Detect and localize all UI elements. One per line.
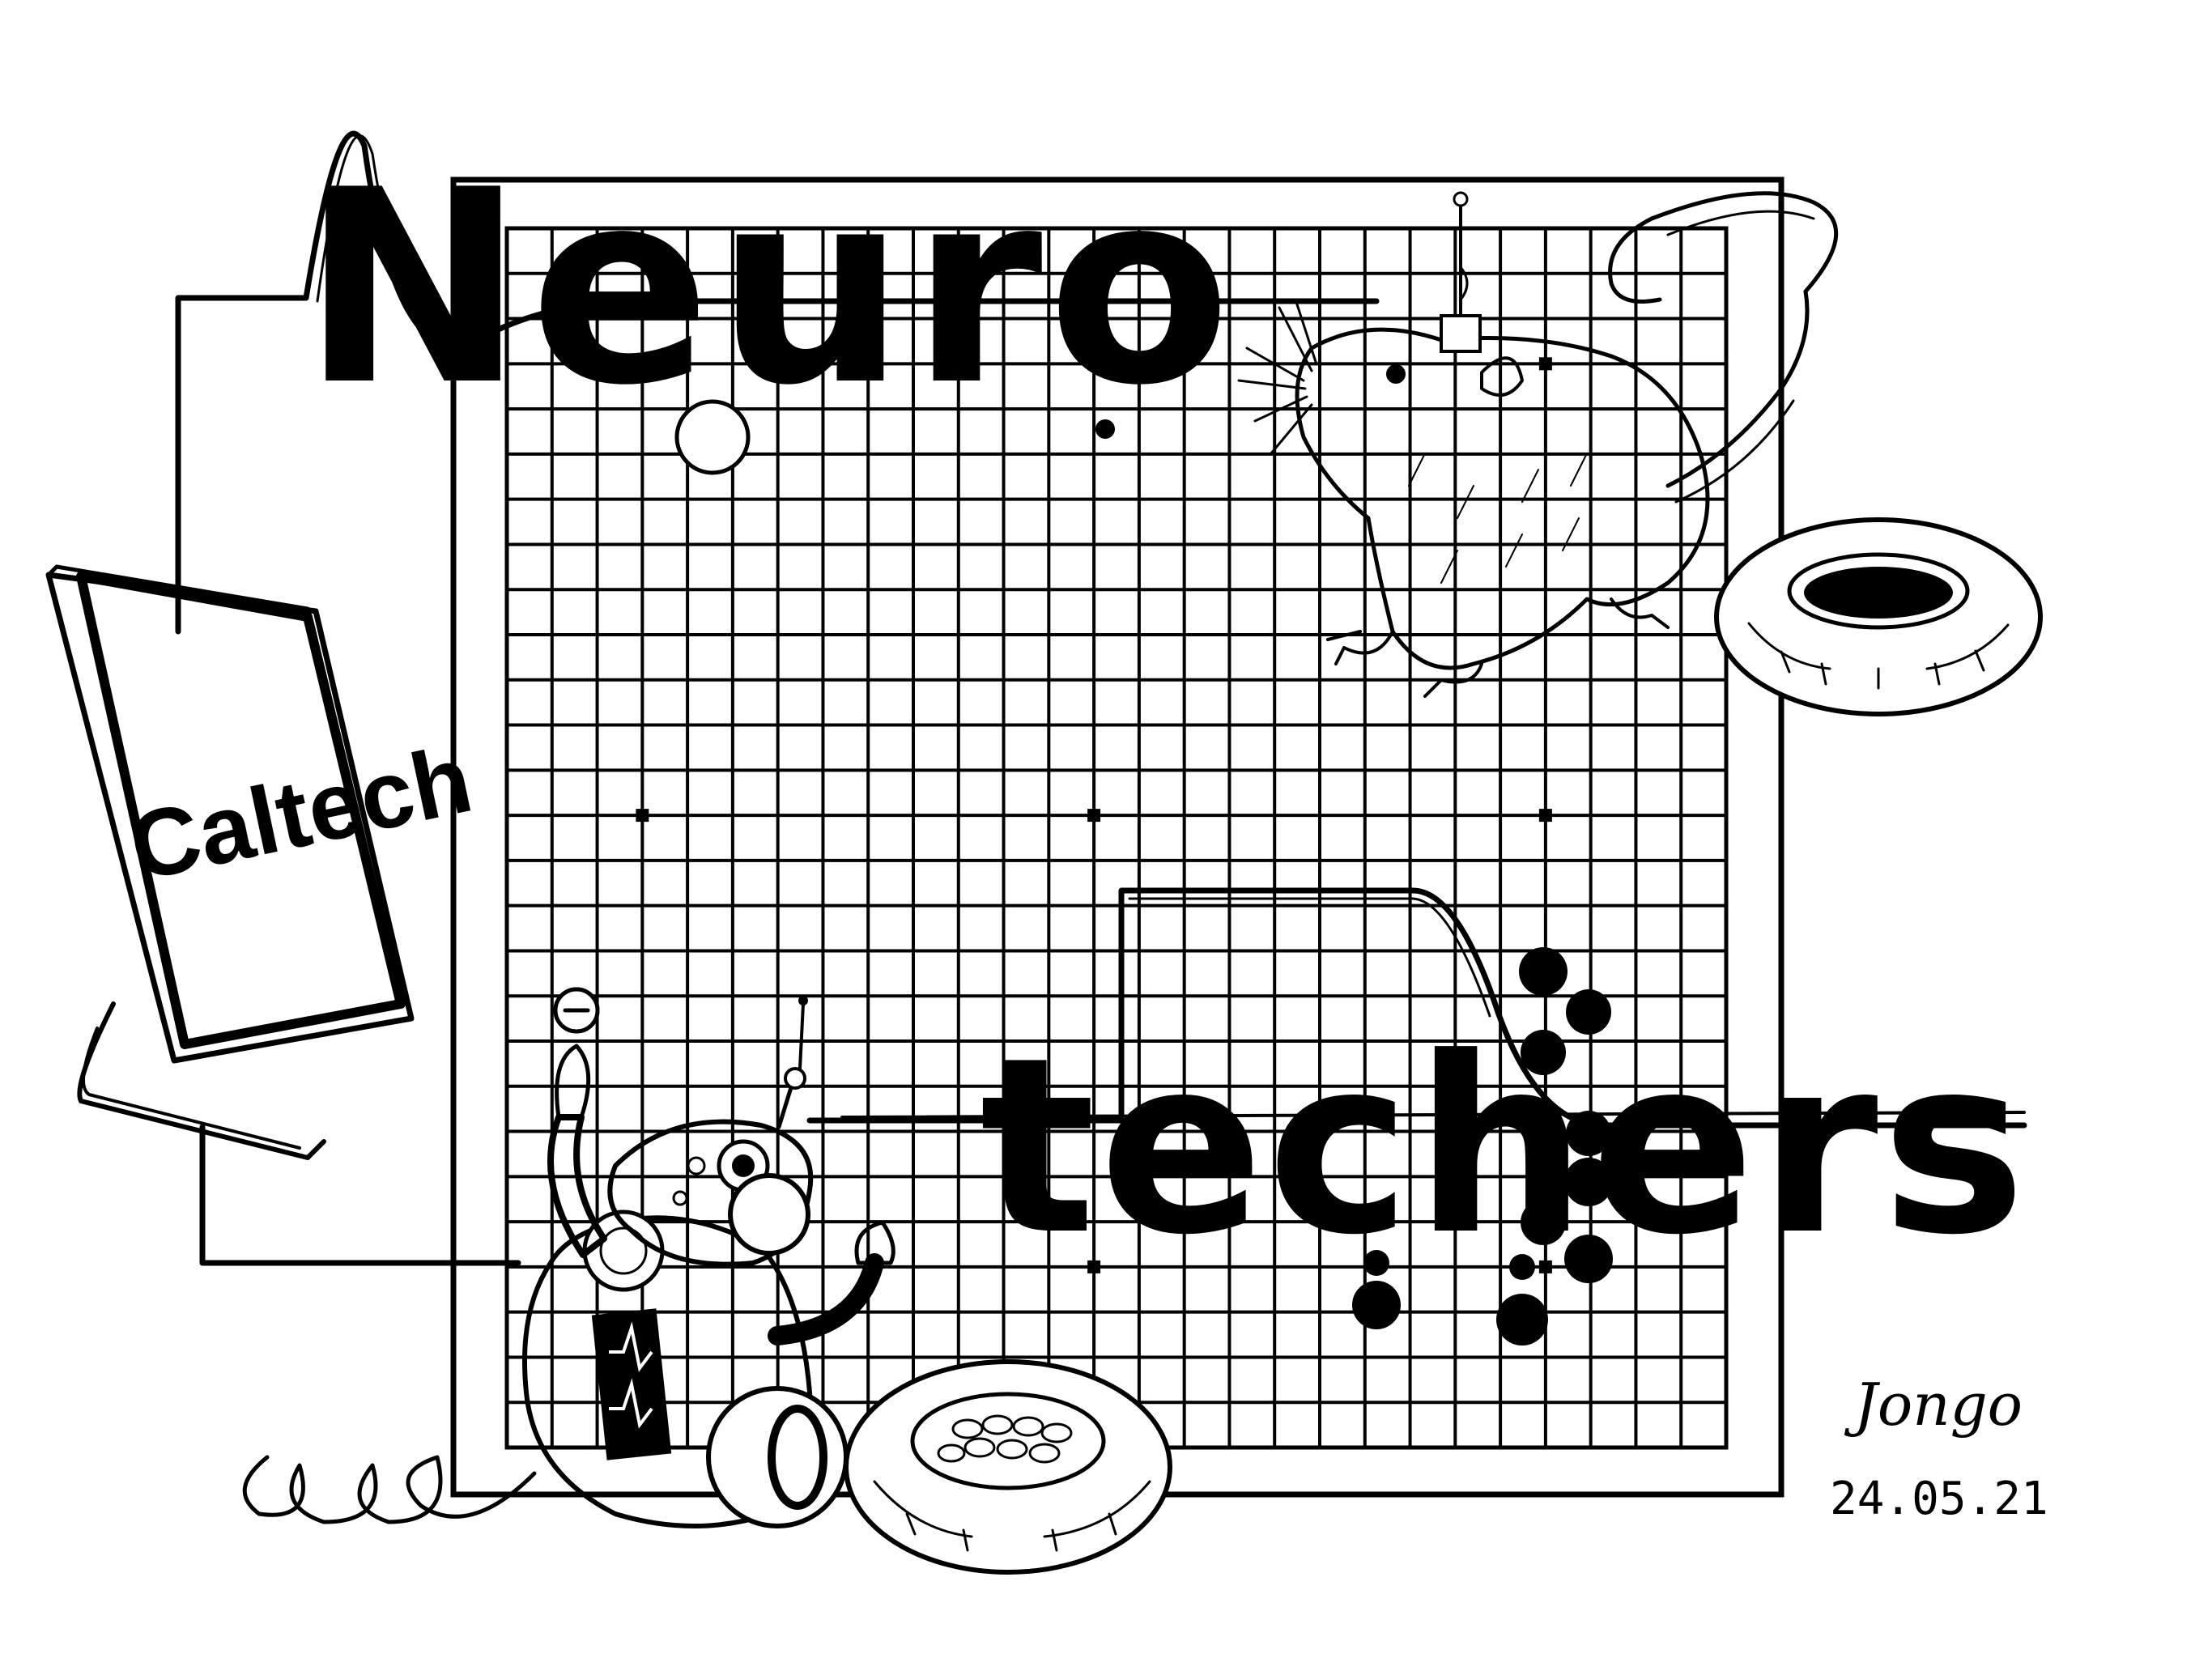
star-point: [1538, 1260, 1552, 1273]
robot: [242, 987, 895, 1528]
title-neuro: Neuro: [301, 133, 1236, 444]
title-techers: techers: [980, 1005, 2029, 1288]
white-stone: [674, 399, 751, 475]
star-point: [1087, 1260, 1101, 1273]
signature-name: Jongo: [1844, 1371, 2023, 1439]
black-stone: [1352, 1281, 1401, 1329]
black-stone-bowl: [1714, 517, 2043, 716]
rat-eye: [1386, 364, 1406, 384]
star-point: [1538, 357, 1552, 371]
rat-headstage: [1440, 314, 1482, 353]
title-neuro-group: Neuro: [301, 133, 1236, 444]
star-point: [1538, 809, 1552, 823]
board-outer-frame: [450, 176, 1784, 1498]
title-techers-group: techers: [980, 1005, 2029, 1288]
black-stone: [1496, 1294, 1548, 1346]
neural-cable: [175, 130, 2027, 1266]
star-point: [636, 809, 649, 823]
computer-monitor: Caltech: [45, 564, 481, 1160]
black-stone: [1564, 1235, 1613, 1283]
black-stone: [1564, 1158, 1613, 1206]
go-stones: [553, 399, 1613, 1346]
white-stone-bowl: [844, 1359, 1172, 1575]
black-stone: [1521, 1030, 1566, 1075]
black-stone: [1509, 1254, 1535, 1280]
headstage-connector: [1453, 191, 1469, 207]
star-point: [1087, 809, 1101, 823]
black-stone: [1566, 989, 1611, 1035]
signature-date: 24.05.21: [1830, 1473, 2048, 1525]
star-point: [636, 357, 649, 371]
black-stone: [1095, 419, 1115, 439]
black-stone: [1519, 947, 1568, 996]
monitor-brand-label: Caltech: [121, 725, 480, 902]
rat: [1237, 191, 1839, 698]
star-point: [1087, 357, 1101, 371]
black-stone: [1521, 1200, 1566, 1245]
black-stone: [1363, 1250, 1389, 1276]
robot-ear: [728, 1173, 810, 1256]
artist-signature: Jongo 24.05.21: [1830, 1371, 2048, 1525]
